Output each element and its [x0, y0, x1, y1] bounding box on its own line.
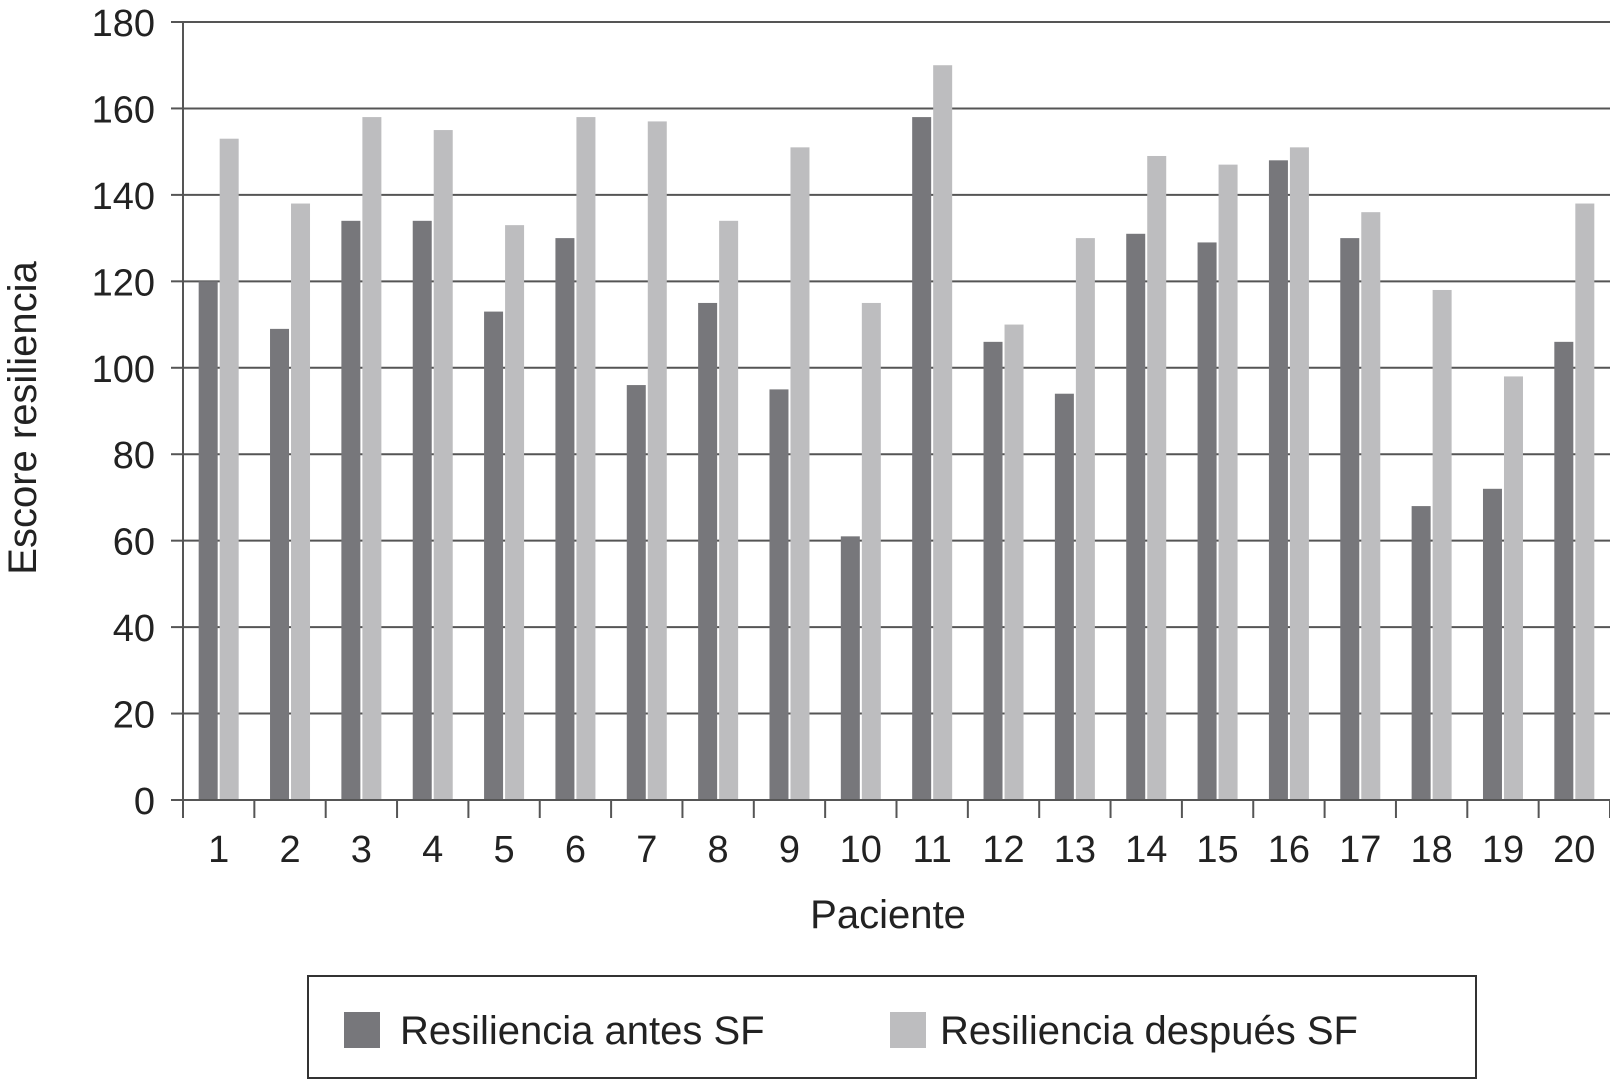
y-tick-label: 180: [92, 3, 155, 45]
x-tick-label: 7: [636, 829, 657, 871]
bar-antes-paciente-3: [341, 220, 361, 801]
bar-antes-paciente-14: [1126, 233, 1146, 801]
bar-antes-paciente-1: [198, 281, 218, 800]
x-tick-label: 16: [1268, 829, 1310, 871]
y-tick-label: 20: [113, 695, 155, 737]
x-tick-label: 15: [1196, 829, 1238, 871]
x-tick-label: 2: [279, 829, 300, 871]
x-tick-label: 8: [708, 829, 729, 871]
bar-despues-paciente-10: [861, 302, 881, 800]
x-tick-label: 3: [351, 829, 372, 871]
x-tick-label: 20: [1553, 829, 1595, 871]
x-tick-label: 4: [422, 829, 443, 871]
bar-antes-paciente-10: [840, 536, 860, 800]
y-tick-labels: 0 20 40 60 80 100 120 140 160 180: [92, 3, 155, 823]
bar-antes-paciente-13: [1054, 393, 1074, 800]
x-tick-label: 9: [779, 829, 800, 871]
bar-despues-paciente-3: [362, 117, 382, 801]
x-tick-label: 10: [840, 829, 882, 871]
bar-despues-paciente-5: [505, 225, 525, 801]
bar-despues-paciente-17: [1361, 212, 1381, 800]
y-tick-label: 80: [113, 435, 155, 477]
bar-antes-paciente-19: [1482, 488, 1502, 800]
bar-despues-paciente-6: [576, 117, 596, 801]
y-tick-label: 160: [92, 89, 155, 131]
bar-despues-paciente-19: [1503, 376, 1523, 800]
y-tick-label: 0: [134, 781, 155, 823]
x-tick-label: 19: [1482, 829, 1524, 871]
y-tick-label: 120: [92, 262, 155, 304]
legend-label-antes: Resiliencia antes SF: [400, 1009, 765, 1053]
y-tick-label: 60: [113, 522, 155, 564]
bar-antes-paciente-17: [1340, 238, 1360, 801]
bar-antes-paciente-11: [912, 117, 932, 801]
bar-despues-paciente-8: [719, 220, 739, 801]
bar-despues-paciente-12: [1004, 324, 1024, 800]
bar-antes-paciente-12: [983, 341, 1003, 800]
x-tick-label: 1: [208, 829, 229, 871]
bar-despues-paciente-15: [1218, 164, 1238, 801]
bar-antes-paciente-15: [1197, 242, 1217, 800]
x-axis-title: Paciente: [810, 893, 966, 937]
x-tick-labels: 1 2 3 4 5 6 7 8 9 10 11 12 13 14 15 16 17 18 19 20: [208, 829, 1595, 871]
bar-antes-paciente-16: [1268, 160, 1288, 801]
x-tick-label: 12: [982, 829, 1024, 871]
axes: [171, 21, 1610, 818]
x-tick-label: 11: [912, 829, 951, 871]
legend-swatch-antes: [344, 1012, 380, 1048]
bars: [198, 65, 1595, 801]
bar-despues-paciente-1: [219, 138, 239, 800]
grid-lines: [183, 21, 1610, 715]
bar-despues-paciente-13: [1075, 238, 1095, 801]
bar-antes-paciente-20: [1554, 341, 1574, 800]
x-tick-label: 5: [494, 829, 515, 871]
bar-despues-paciente-7: [647, 121, 667, 800]
bar-antes-paciente-8: [698, 302, 718, 800]
bar-antes-paciente-5: [484, 311, 504, 800]
bar-despues-paciente-9: [790, 147, 810, 800]
bar-antes-paciente-9: [769, 389, 789, 800]
x-tick-label: 14: [1125, 829, 1167, 871]
y-tick-label: 140: [92, 176, 155, 218]
bar-despues-paciente-16: [1289, 147, 1309, 800]
bar-antes-paciente-7: [626, 385, 646, 800]
x-tick-label: 13: [1054, 829, 1096, 871]
bar-despues-paciente-4: [433, 130, 453, 801]
bar-antes-paciente-6: [555, 238, 575, 801]
bar-despues-paciente-14: [1147, 155, 1167, 800]
x-tick-label: 6: [565, 829, 586, 871]
legend: Resiliencia antes SF Resiliencia después…: [307, 975, 1477, 1079]
bar-antes-paciente-18: [1411, 506, 1431, 800]
y-tick-label: 40: [113, 608, 155, 650]
y-tick-label: 100: [92, 349, 155, 391]
bar-despues-paciente-2: [291, 203, 311, 801]
y-axis-title: Escore resiliencia: [1, 261, 45, 575]
legend-swatch-despues: [890, 1012, 926, 1048]
x-tick-label: 18: [1410, 829, 1452, 871]
bar-antes-paciente-4: [412, 220, 432, 801]
x-tick-label: 17: [1339, 829, 1381, 871]
bar-despues-paciente-11: [933, 65, 953, 800]
bar-despues-paciente-20: [1575, 203, 1595, 801]
legend-label-despues: Resiliencia después SF: [940, 1009, 1358, 1053]
bar-antes-paciente-2: [270, 328, 290, 800]
bar-despues-paciente-18: [1432, 289, 1452, 800]
